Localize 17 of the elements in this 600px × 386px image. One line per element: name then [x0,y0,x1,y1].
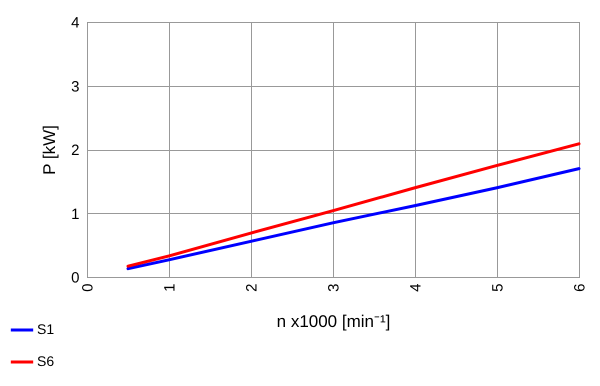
line-series [126,167,580,270]
y-tick-label: 1 [71,206,80,223]
x-tick-label: 4 [408,284,424,292]
x-tick-label: 5 [490,284,506,292]
y-tick-label: 3 [71,78,80,96]
line-series [126,142,580,268]
x-axis-title: n x1000 [min⁻¹] [276,312,390,331]
x-tick-label: 6 [572,284,588,292]
y-axis-title: P [kW] [40,125,60,175]
x-tick-label: 3 [326,284,342,292]
legend-label: S1 [37,321,54,337]
x-tick-label: 0 [80,284,96,292]
y-tick-label: 2 [71,142,80,159]
y-tick-label: 4 [71,14,80,32]
x-tick-label: 1 [162,284,178,292]
x-tick-label: 2 [244,284,260,292]
legend-label: S6 [37,353,54,369]
